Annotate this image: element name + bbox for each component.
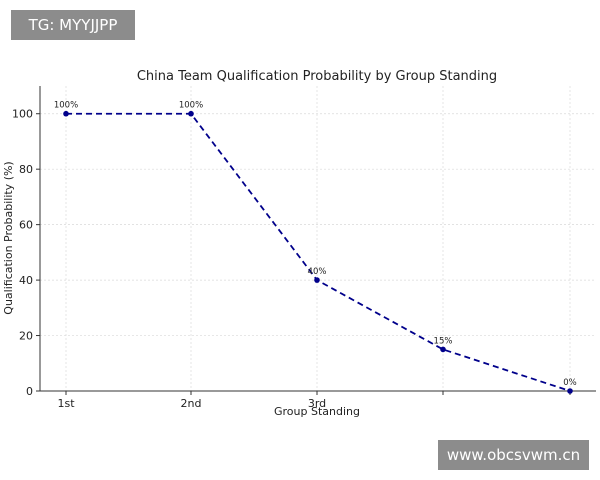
data-label: 0% [563,378,577,388]
data-point [440,346,446,353]
watermark-bottom: www.obcsvwm.cn [438,440,589,470]
data-label: 40% [308,267,327,277]
y-axis-label: Qualification Probability (%) [2,161,15,314]
data-label: 100% [179,101,203,111]
y-tick-label: 80 [19,163,33,176]
series-probability [66,112,571,392]
data-point [314,277,320,283]
watermark-top: TG: MYYJJPP [11,10,135,40]
x-tick-label: 1st [57,397,75,410]
data-label: 100% [54,101,78,111]
data-points [63,110,573,394]
data-point [63,110,69,117]
x-tick-label: 3rd [308,397,326,410]
y-tick-label: 40 [19,274,33,287]
chart-axes [39,86,596,392]
y-tick-label: 100 [12,108,33,121]
y-tick-label: 60 [19,219,33,232]
y-tick-label: 20 [19,330,33,343]
y-tick-label: 0 [26,385,33,398]
x-tick-labels: 1st 2nd 3rd [57,391,571,410]
data-point [188,110,194,117]
x-axis-label: Group Standing [274,405,360,418]
series-line [66,112,571,392]
data-point [567,388,573,394]
x-tick-label: 2nd [181,397,202,410]
y-tick-labels: 0 20 40 60 80 100 [12,108,40,398]
chart-grid [40,86,596,392]
chart-title: China Team Qualification Probability by … [137,69,497,84]
data-label: 15% [434,336,453,346]
data-labels: 100% 100% 40% 15% 0% [54,101,577,388]
